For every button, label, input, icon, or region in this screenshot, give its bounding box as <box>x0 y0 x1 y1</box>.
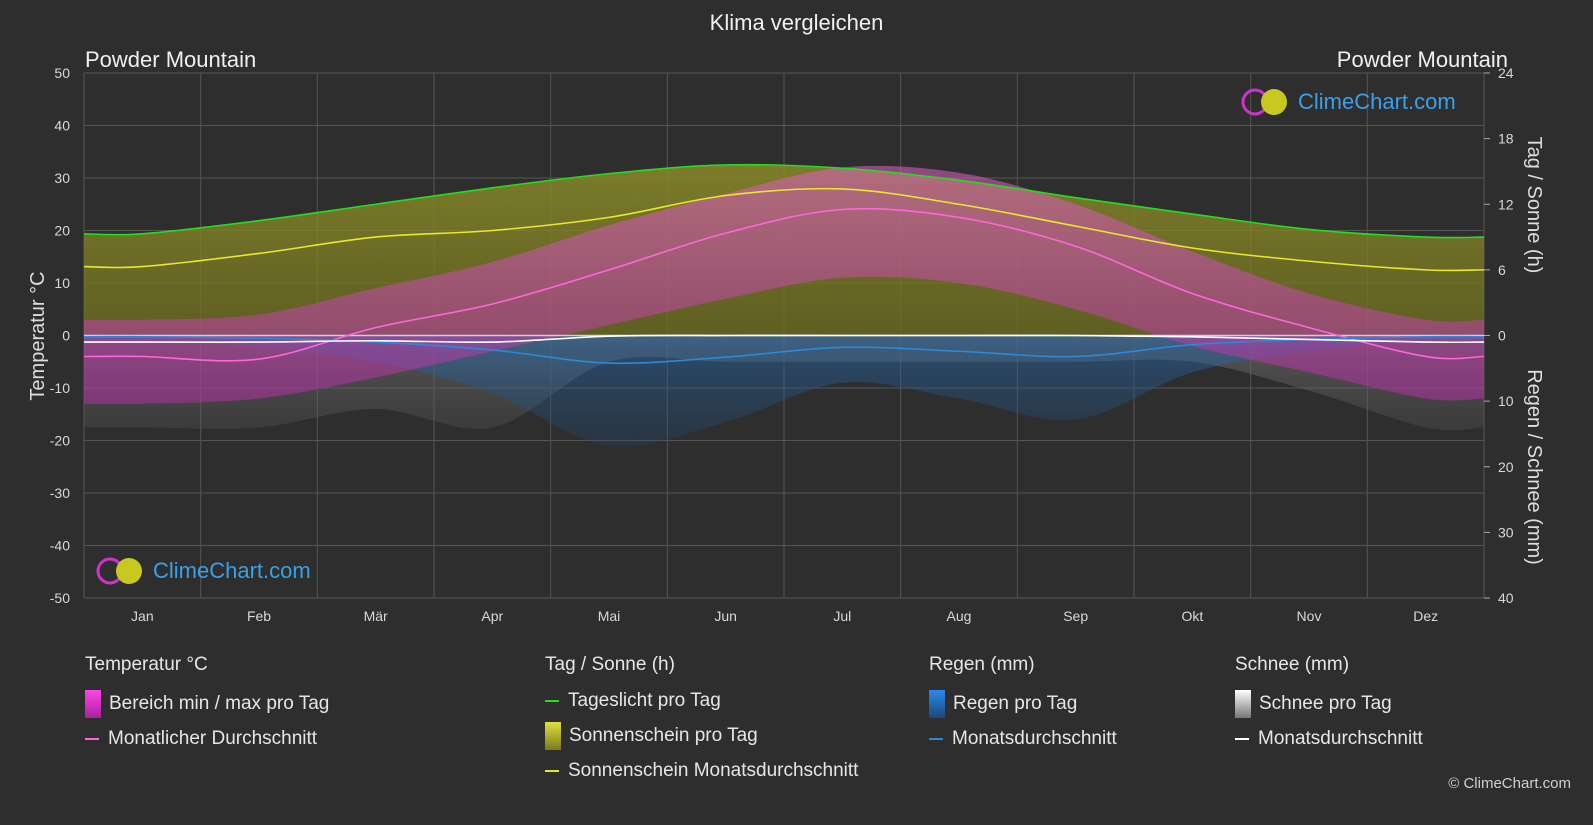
legend-label: Bereich min / max pro Tag <box>109 693 330 714</box>
y-tick-right-top: 18 <box>1498 131 1514 147</box>
y-tick-left: -40 <box>50 538 70 554</box>
y-axis-label-right-bottom: Regen / Schnee (mm) <box>1523 369 1545 565</box>
legend-label: Regen pro Tag <box>953 693 1078 714</box>
legend-rain: Regen (mm) Regen pro Tag Monatsdurchschn… <box>929 654 1117 750</box>
y-tick-left: 20 <box>54 223 70 239</box>
legend-label: Sonnenschein Monatsdurchschnitt <box>568 760 859 781</box>
legend-sun-title: Tag / Sonne (h) <box>545 654 675 675</box>
climechart-logo-icon <box>96 557 142 585</box>
daylight-line <box>83 163 1485 239</box>
y-tick-left: 40 <box>54 118 70 134</box>
legend-item-daylight: Tageslicht pro Tag <box>545 690 858 712</box>
rain-swatch <box>929 690 945 718</box>
snow-swatch <box>1235 690 1251 718</box>
y-tick-right-bottom: 20 <box>1498 459 1514 475</box>
legend-item-temp-avg: Monatlicher Durchschnitt <box>85 728 329 750</box>
legend-label: Monatlicher Durchschnitt <box>108 728 318 749</box>
y-axis-label-left: Temperatur °C <box>27 271 49 400</box>
daylight-swatch <box>545 700 559 702</box>
legend-item-rain-avg: Monatsdurchschnitt <box>929 728 1117 750</box>
snow-avg-line <box>83 334 1485 344</box>
brand-text-bottom: ClimeChart.com <box>153 558 311 583</box>
y-tick-left: -20 <box>50 433 70 449</box>
legend-item-sunshine: Sonnenschein pro Tag <box>545 722 858 750</box>
x-tick-label: Sep <box>1063 608 1088 624</box>
brand-text-top: ClimeChart.com <box>1298 89 1456 114</box>
brand-logo-top: ClimeChart.com <box>1240 87 1456 117</box>
x-tick-label: Jan <box>131 608 154 624</box>
sunshine-avg-swatch <box>545 770 559 772</box>
legend-item-sunshine-avg: Sonnenschein Monatsdurchschnitt <box>545 760 858 782</box>
x-tick-label: Jul <box>833 608 851 624</box>
copyright: © ClimeChart.com <box>1448 775 1571 792</box>
climechart-logo-icon <box>1241 88 1287 116</box>
y-tick-left: 30 <box>54 170 70 186</box>
y-tick-left: 0 <box>62 328 70 344</box>
y-tick-right-top: 0 <box>1498 328 1506 344</box>
x-tick-label: Jun <box>714 608 737 624</box>
snow-avg-swatch <box>1235 738 1249 740</box>
y-tick-left: 50 <box>54 65 70 81</box>
legend-snow: Schnee (mm) Schnee pro Tag Monatsdurchsc… <box>1235 654 1423 750</box>
temp-avg-swatch <box>85 738 99 740</box>
x-tick-label: Mai <box>598 608 621 624</box>
climate-chart: 50 40 30 20 10 0 -10 -20 -30 -40 -50 24 18 12 6 0 10 20 30… <box>27 65 1545 624</box>
y-tick-right-top: 24 <box>1498 65 1514 81</box>
temp-avg-line <box>83 207 1485 362</box>
brand-logo-bottom: ClimeChart.com <box>95 556 311 586</box>
rain-avg-swatch <box>929 738 943 740</box>
legend-label: Tageslicht pro Tag <box>568 690 721 711</box>
y-tick-left: 10 <box>54 275 70 291</box>
legend-item-snow-avg: Monatsdurchschnitt <box>1235 728 1423 750</box>
x-tick-label: Feb <box>247 608 271 624</box>
y-tick-right-bottom: 10 <box>1498 393 1514 409</box>
legend-label: Sonnenschein pro Tag <box>569 725 758 746</box>
series-lines <box>83 163 1485 365</box>
y-tick-left: -50 <box>50 590 70 606</box>
legend-label: Monatsdurchschnitt <box>1258 728 1423 749</box>
x-tick-label: Apr <box>481 608 503 624</box>
y-tick-right-bottom: 40 <box>1498 590 1514 606</box>
axes: 50 40 30 20 10 0 -10 -20 -30 -40 -50 24 18 12 6 0 10 20 30… <box>50 65 1514 624</box>
y-tick-right-top: 12 <box>1498 196 1514 212</box>
location-left: Powder Mountain <box>85 47 257 72</box>
legend-sun: Tag / Sonne (h) Tageslicht pro Tag Sonne… <box>545 654 858 782</box>
legend-label: Monatsdurchschnitt <box>952 728 1117 749</box>
legend-item-rain-day: Regen pro Tag <box>929 690 1117 718</box>
legend-rain-title: Regen (mm) <box>929 654 1035 675</box>
location-right: Powder Mountain <box>1336 47 1508 72</box>
legend-temperature: Temperatur °C Bereich min / max pro Tag … <box>85 654 329 750</box>
y-tick-right-bottom: 30 <box>1498 524 1514 540</box>
legend-snow-title: Schnee (mm) <box>1235 654 1350 675</box>
legend-label: Schnee pro Tag <box>1259 693 1392 714</box>
y-tick-left: -10 <box>50 380 70 396</box>
x-tick-label: Mär <box>364 608 388 624</box>
sunshine-swatch <box>545 722 561 750</box>
legend-temperature-title: Temperatur °C <box>85 654 208 675</box>
temp-range-swatch <box>85 690 101 718</box>
x-tick-label: Dez <box>1413 608 1438 624</box>
x-tick-label: Nov <box>1297 608 1322 624</box>
legend-item-temp-range: Bereich min / max pro Tag <box>85 690 329 718</box>
legend-item-snow-day: Schnee pro Tag <box>1235 690 1423 718</box>
temp-range-area <box>84 165 1484 405</box>
rain-avg-line <box>83 335 1485 365</box>
x-tick-label: Aug <box>947 608 972 624</box>
x-tick-label: Okt <box>1181 608 1203 624</box>
chart-title: Klima vergleichen <box>709 10 884 35</box>
y-tick-left: -30 <box>50 485 70 501</box>
y-axis-label-right-top: Tag / Sonne (h) <box>1523 137 1545 274</box>
sunshine-avg-line <box>83 187 1485 272</box>
y-tick-right-top: 6 <box>1498 262 1506 278</box>
